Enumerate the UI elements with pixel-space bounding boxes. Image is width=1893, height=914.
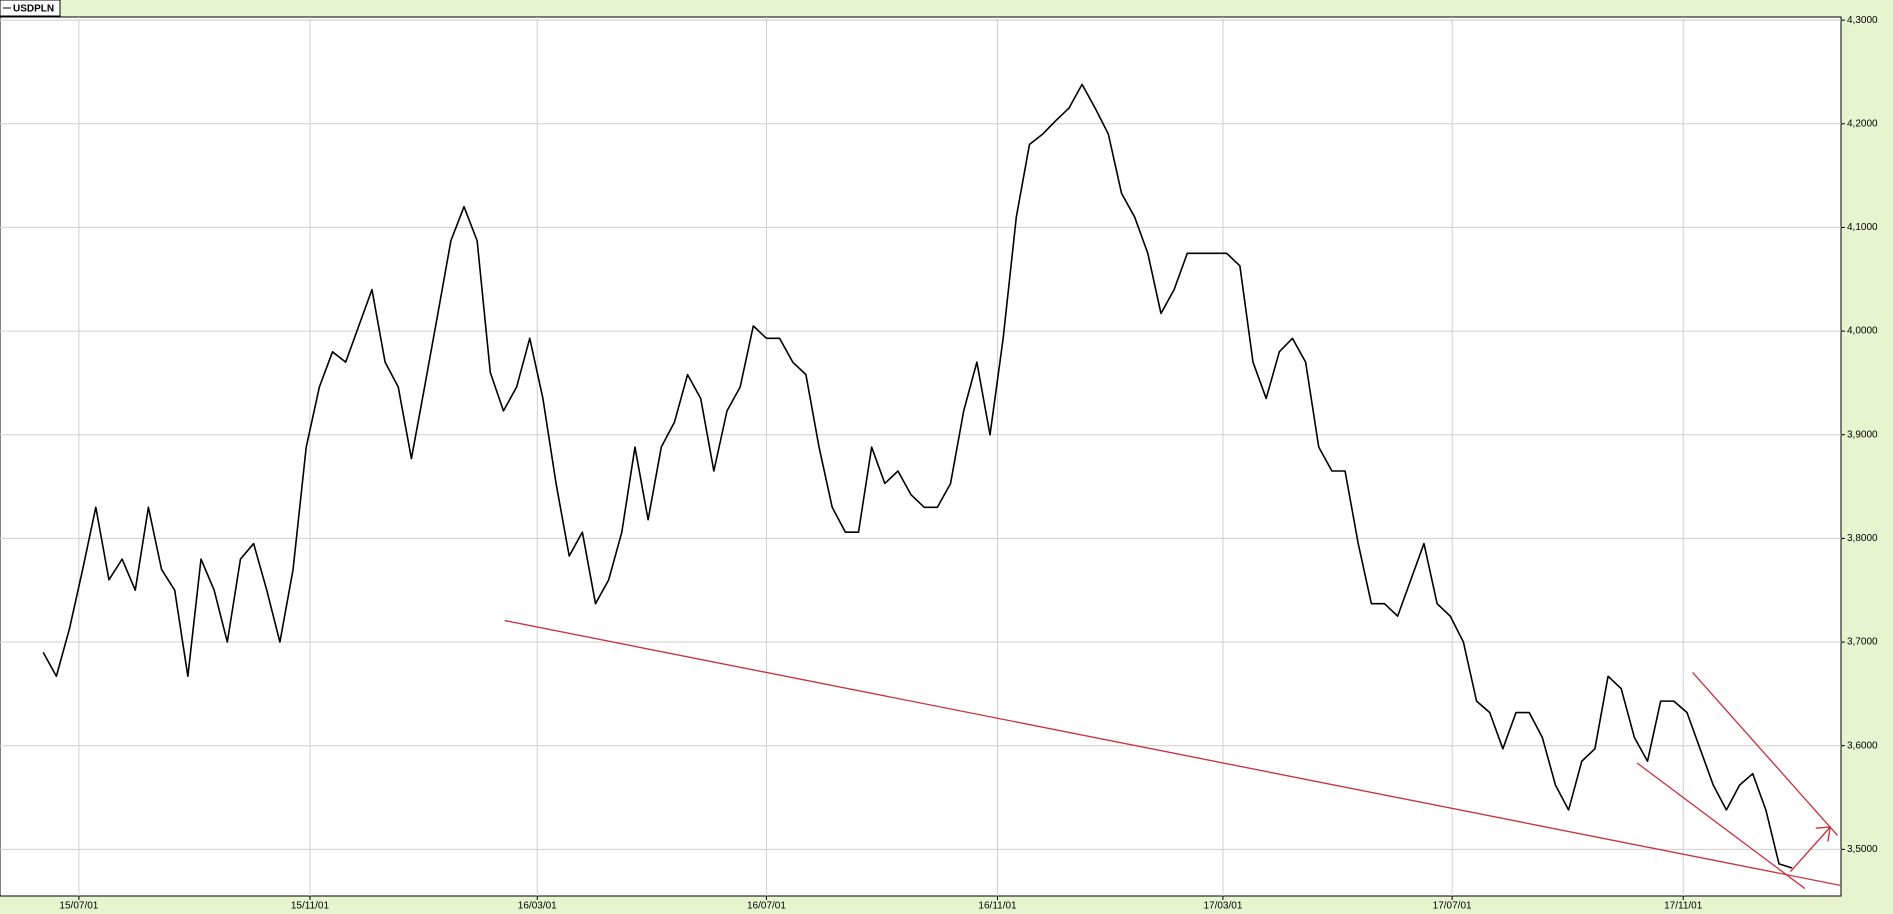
trend-lines [504,619,1841,890]
x-tick-label: 16/03/01 [518,901,557,912]
y-tick-label: 3,7000 [1847,637,1878,648]
y-tick-label: 3,5000 [1847,844,1878,855]
y-tick-label: 3,9000 [1847,429,1878,440]
grid [0,17,1841,896]
x-tick-label: 17/03/01 [1203,901,1242,912]
plot-area [0,16,1842,897]
data [42,83,1793,869]
x-tick-label: 15/11/01 [291,901,330,912]
x-tick-label: 15/07/01 [59,901,98,912]
trend-line [504,619,1841,887]
legend: USDPLN [0,0,61,17]
legend-box [0,0,61,17]
arrow [1789,826,1832,873]
y-tick-label: 3,6000 [1847,740,1878,751]
x-tick-label: 16/07/01 [747,901,786,912]
x-tick-label: 17/11/01 [1664,901,1703,912]
trend-line [1636,762,1806,890]
y-tick-label: 4,1000 [1847,222,1878,233]
trend-line [1692,672,1839,836]
legend-label: USDPLN [13,4,54,15]
price-line [42,83,1793,869]
y-tick-label: 4,3000 [1847,15,1878,26]
y-tick-label: 4,2000 [1847,118,1878,129]
x-tick-label: 16/11/01 [978,901,1017,912]
y-tick-label: 4,0000 [1847,326,1878,337]
y-tick-label: 3,8000 [1847,533,1878,544]
x-tick-label: 17/07/01 [1433,901,1472,912]
